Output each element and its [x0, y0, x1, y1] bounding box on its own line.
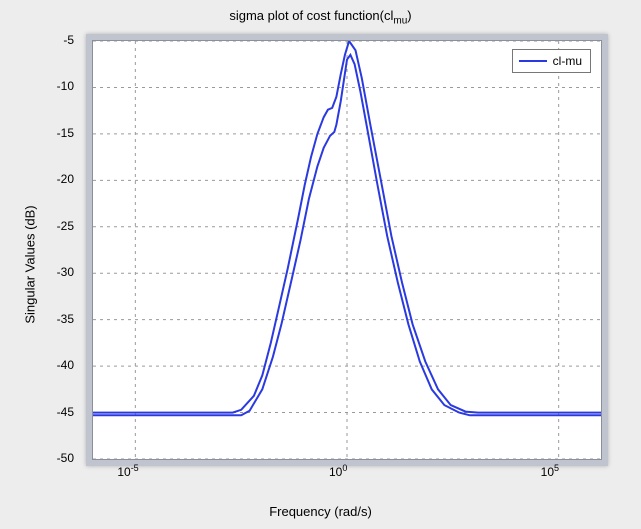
legend-label: cl-mu [553, 54, 582, 68]
y-tick-label: -30 [57, 265, 74, 279]
axes-frame: cl-mu [86, 34, 608, 466]
x-axis-label: Frequency (rad/s) [8, 504, 633, 519]
y-axis-label: Singular Values (dB) [20, 6, 40, 523]
y-tick-label: -35 [57, 312, 74, 326]
plot-area: cl-mu [92, 40, 602, 460]
y-tick-label: -40 [57, 358, 74, 372]
y-tick-label: -5 [63, 33, 74, 47]
legend: cl-mu [512, 49, 591, 73]
y-tick-label: -20 [57, 172, 74, 186]
y-tick-label: -15 [57, 126, 74, 140]
plot-svg [93, 41, 601, 459]
x-tick-label: 10-5 [117, 463, 138, 479]
x-tick-label: 100 [329, 463, 347, 479]
series-sv-lower [93, 55, 601, 415]
y-tick-label: -25 [57, 219, 74, 233]
chart-title: sigma plot of cost function(clmu) [8, 8, 633, 27]
x-tick-label: 105 [541, 463, 559, 479]
y-tick-label: -50 [57, 451, 74, 465]
figure: sigma plot of cost function(clmu) Singul… [8, 6, 633, 523]
y-tick-label: -10 [57, 79, 74, 93]
y-tick-label: -45 [57, 405, 74, 419]
legend-swatch [519, 60, 547, 62]
